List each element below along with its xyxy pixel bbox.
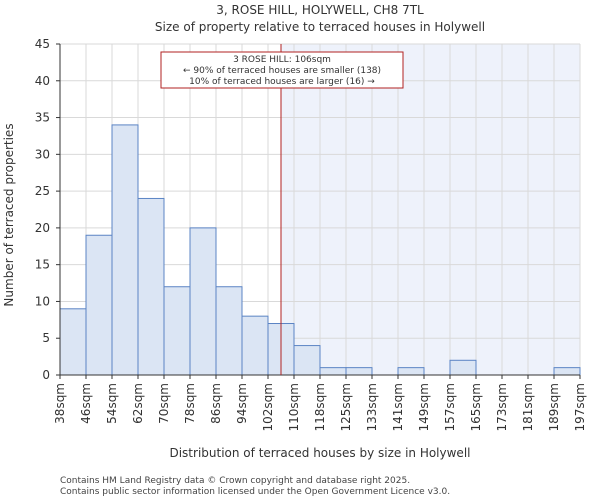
- bar-125sqm: [345, 367, 373, 376]
- x-tick-label: 165sqm: [469, 383, 483, 431]
- bar-141sqm: [397, 367, 425, 376]
- x-axis-label: Distribution of terraced houses by size …: [169, 446, 470, 460]
- x-tick-label: 197sqm: [573, 383, 587, 431]
- x-tick-label: 46sqm: [79, 383, 93, 424]
- x-tick-label: 173sqm: [495, 383, 509, 431]
- chart-subtitle: Size of property relative to terraced ho…: [155, 20, 485, 34]
- bar-38sqm: [59, 308, 87, 376]
- footer-line-1: Contains HM Land Registry data © Crown c…: [60, 476, 410, 486]
- footer-line-2: Contains public sector information licen…: [60, 487, 450, 497]
- y-tick-label: 30: [35, 147, 50, 161]
- annotation-box: [160, 51, 404, 89]
- bar-157sqm: [449, 359, 477, 376]
- x-tick-label: 38sqm: [53, 383, 67, 424]
- y-tick-label: 40: [35, 74, 50, 88]
- y-tick-label: 15: [35, 258, 50, 272]
- bar-70sqm: [163, 286, 191, 376]
- x-tick-label: 149sqm: [417, 383, 431, 431]
- bar-54sqm: [111, 124, 139, 376]
- annotation-line-2: ← 90% of terraced houses are smaller (13…: [183, 66, 381, 76]
- x-tick-label: 181sqm: [521, 383, 535, 431]
- y-ticks: 0 5 10 15 20 25 30 35 40 45: [35, 37, 60, 382]
- x-tick-label: 54sqm: [105, 383, 119, 424]
- x-ticks: 38sqm 46sqm 54sqm 62sqm 70sqm 78sqm 86sqm 94sqm…: [53, 375, 587, 431]
- annotation-line-1: 3 ROSE HILL: 106sqm: [233, 55, 331, 65]
- y-tick-label: 20: [35, 221, 50, 235]
- y-tick-label: 35: [35, 111, 50, 125]
- x-tick-label: 102sqm: [261, 383, 275, 431]
- x-tick-label: 70sqm: [157, 383, 171, 424]
- x-tick-label: 94sqm: [235, 383, 249, 424]
- x-tick-label: 86sqm: [209, 383, 223, 424]
- y-tick-label: 0: [42, 368, 50, 382]
- y-tick-label: 5: [42, 331, 50, 345]
- bar-189sqm: [553, 367, 581, 376]
- larger-properties-region: [281, 44, 580, 375]
- x-tick-label: 141sqm: [391, 383, 405, 431]
- y-axis-label: Number of terraced properties: [2, 123, 16, 306]
- x-tick-label: 62sqm: [131, 383, 145, 424]
- bar-86sqm: [215, 286, 243, 376]
- y-tick-label: 45: [35, 37, 50, 51]
- chart-title: 3, ROSE HILL, HOLYWELL, CH8 7TL: [216, 3, 424, 17]
- y-tick-label: 25: [35, 184, 50, 198]
- x-tick-label: 133sqm: [365, 383, 379, 431]
- bar-118sqm: [319, 367, 347, 376]
- y-tick-label: 10: [35, 294, 50, 308]
- bar-94sqm: [241, 315, 269, 376]
- bar-46sqm: [85, 234, 113, 376]
- bar-78sqm: [189, 227, 217, 376]
- x-tick-label: 189sqm: [547, 383, 561, 431]
- bar-110sqm: [293, 345, 321, 376]
- x-tick-label: 118sqm: [313, 383, 327, 431]
- x-tick-label: 110sqm: [287, 383, 301, 431]
- annotation-line-3: 10% of terraced houses are larger (16) →: [189, 77, 375, 87]
- x-tick-label: 78sqm: [183, 383, 197, 424]
- bar-62sqm: [137, 197, 165, 376]
- x-tick-label: 125sqm: [339, 383, 353, 431]
- bars: [59, 124, 581, 376]
- x-tick-label: 157sqm: [443, 383, 457, 431]
